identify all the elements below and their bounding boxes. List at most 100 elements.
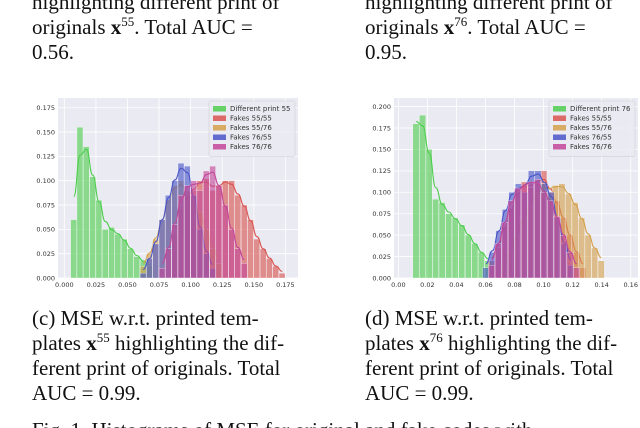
histogram-bar xyxy=(534,179,541,279)
histogram-bar xyxy=(152,243,159,279)
y-tick-label: 0.175 xyxy=(372,124,391,132)
x-tick-label: 0.075 xyxy=(150,281,169,289)
y-tick-label: 0.075 xyxy=(36,201,55,209)
histogram-bar xyxy=(139,272,147,279)
x-tick-label: 0.050 xyxy=(118,281,137,289)
histogram-bar xyxy=(482,267,489,279)
x-tick-label: 0.16 xyxy=(623,281,637,289)
histogram-bar xyxy=(121,238,128,279)
caption-text: plates xyxy=(365,331,420,355)
histogram-bar xyxy=(222,204,229,279)
math-superscript: 76 xyxy=(429,330,443,345)
x-tick-label: 0.12 xyxy=(565,281,579,289)
x-tick-label: 0.04 xyxy=(449,281,463,289)
y-tick-label: 0.150 xyxy=(36,128,55,136)
math-symbol: x xyxy=(443,15,455,39)
y-tick-label: 0.050 xyxy=(36,226,55,234)
histogram-chart-d: 0.000 0.025 0.050 0.075 0.100 0.125 0.150 0.175… xyxy=(372,98,638,289)
caption-text: plates xyxy=(32,331,87,355)
caption-line: originals x76. Total AUC = xyxy=(365,15,640,40)
caption-line: 0.95. xyxy=(365,40,407,64)
histogram-bar xyxy=(425,149,433,279)
density-line xyxy=(73,148,150,266)
histogram-bar xyxy=(114,234,122,279)
legend-entry: Different print 55 xyxy=(230,105,290,113)
x-tick-label: 0.08 xyxy=(507,281,521,289)
series-fakes-76-76 xyxy=(488,179,580,279)
y-tick-label: 0.125 xyxy=(36,153,55,161)
histogram-bar xyxy=(133,256,140,279)
legend xyxy=(208,100,296,157)
histogram-bar xyxy=(190,180,197,279)
histogram-bar xyxy=(209,165,216,279)
x-tick-label: 0.150 xyxy=(244,281,263,289)
legend-entry: Fakes 55/55 xyxy=(570,115,612,123)
histogram-bar xyxy=(165,248,172,279)
y-tick-label: 0.025 xyxy=(372,253,391,261)
histogram-bar xyxy=(278,272,286,279)
histogram-bar xyxy=(501,222,508,279)
x-tick-label: 0.025 xyxy=(87,281,106,289)
y-tick-label: 0.100 xyxy=(36,177,55,185)
histogram-bar xyxy=(458,224,466,279)
legend-entry: Fakes 55/76 xyxy=(570,124,612,132)
legend-entry: Fakes 76/76 xyxy=(570,143,612,151)
x-tick-label: 0.000 xyxy=(55,281,74,289)
caption-text: originals xyxy=(365,15,444,39)
legend-swatch xyxy=(213,125,226,131)
histogram-bar xyxy=(228,229,235,279)
math-superscript: 55 xyxy=(121,14,135,29)
legend-swatch xyxy=(553,106,566,112)
histogram-bar xyxy=(70,219,77,279)
legend-swatch xyxy=(553,144,566,150)
histogram-bar xyxy=(540,192,548,279)
histogram-bar xyxy=(95,200,103,279)
histogram-bar xyxy=(527,181,535,279)
caption-line: AUC = 0.99. xyxy=(32,381,141,405)
legend-swatch xyxy=(213,106,226,112)
histogram-bar xyxy=(412,123,420,279)
caption-line: AUC = 0.99. xyxy=(365,381,474,405)
histogram-bar xyxy=(266,258,273,279)
y-tick-label: 0.175 xyxy=(36,104,55,112)
y-tick-label: 0.075 xyxy=(372,210,391,218)
math-symbol: x xyxy=(86,331,97,355)
caption-text: highlighting the dif- xyxy=(109,331,285,355)
histogram-bar xyxy=(445,213,452,279)
histogram-bar xyxy=(471,243,479,279)
legend-swatch xyxy=(213,134,226,140)
histogram-bar xyxy=(432,198,439,279)
histogram-bar xyxy=(102,229,109,279)
histogram-bar xyxy=(591,247,598,279)
caption-line: (d) MSE w.r.t. printed tem- xyxy=(365,306,593,330)
histogram-bar xyxy=(83,146,90,279)
x-tick-label: 0.100 xyxy=(181,281,200,289)
legend-swatch xyxy=(553,115,566,121)
caption-line: 0.56. xyxy=(32,40,74,64)
histogram-bar xyxy=(259,248,267,279)
histogram-bar xyxy=(247,219,254,279)
figure-caption: Fig. 1. Histograms of MSE for original a… xyxy=(32,418,532,428)
histogram-bar xyxy=(547,200,554,279)
histogram-bar xyxy=(597,260,605,279)
x-tick-label: 0.10 xyxy=(536,281,550,289)
x-tick-label: 0.175 xyxy=(276,281,295,289)
series-fakes-76-76 xyxy=(158,165,248,279)
caption-d: (d) MSE w.r.t. printed tem- plates x76 h… xyxy=(365,306,640,406)
legend-swatch xyxy=(553,125,566,131)
histogram-chart-c: 0.000 0.025 0.050 0.075 0.100 0.125 0.150 0.175… xyxy=(36,98,298,289)
legend-swatch xyxy=(213,115,226,121)
histogram-bar xyxy=(520,185,528,279)
histogram-bar xyxy=(184,185,191,279)
histogram-bar xyxy=(215,185,223,279)
density-line xyxy=(491,181,577,265)
legend-entry: Fakes 76/55 xyxy=(570,134,612,142)
x-tick-label: 0.00 xyxy=(391,281,405,289)
histogram-bar xyxy=(573,267,580,279)
histogram-bar xyxy=(158,268,166,279)
caption-line: (c) MSE w.r.t. printed tem- xyxy=(32,306,259,330)
histogram-bar xyxy=(234,248,242,279)
legend-entry: Fakes 76/76 xyxy=(230,143,272,151)
caption-line: plates x76 highlighting the dif- xyxy=(365,331,640,356)
histogram-bar xyxy=(89,176,96,279)
